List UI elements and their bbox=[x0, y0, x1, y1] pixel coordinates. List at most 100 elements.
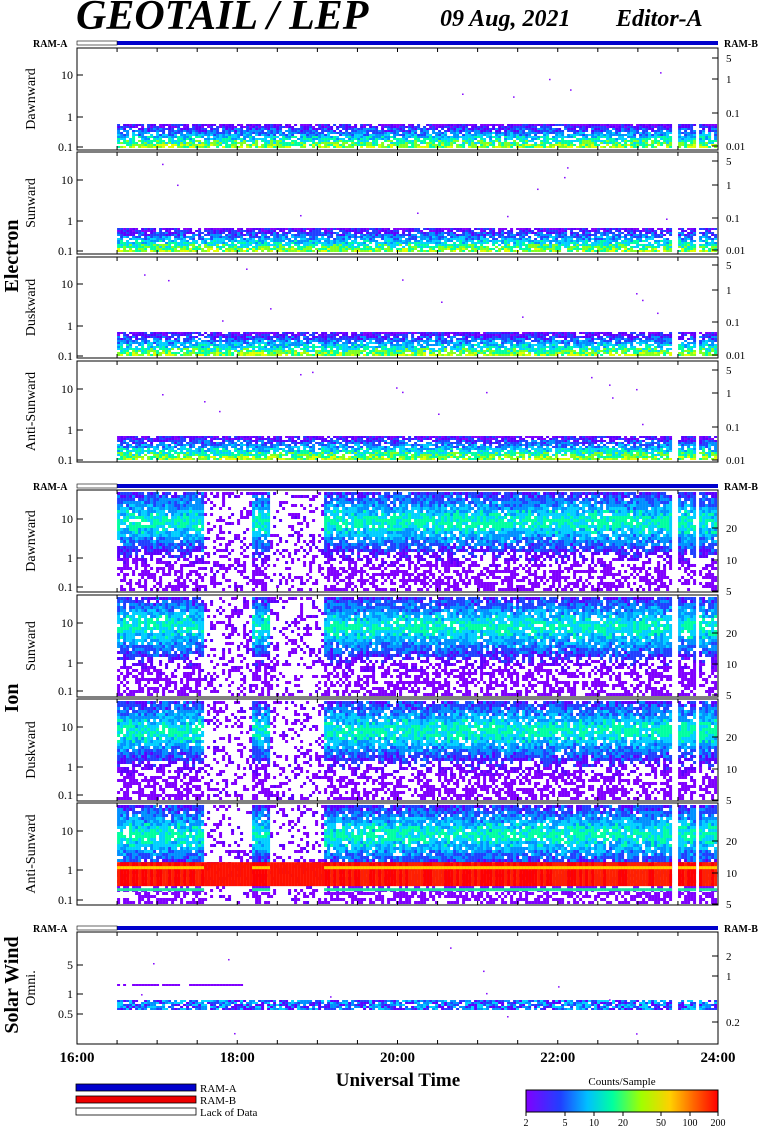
y-tick-label: 1 bbox=[67, 760, 73, 774]
y-tick-label: 0.1 bbox=[58, 140, 73, 154]
colorbar-tick-label: 20 bbox=[618, 1118, 628, 1128]
y2-tick-label: 10 bbox=[726, 659, 738, 671]
ram-a-label: RAM-A bbox=[33, 482, 68, 493]
y-tick-label: 5 bbox=[67, 958, 73, 972]
ram-b-label: RAM-B bbox=[724, 39, 758, 50]
lack-of-data-bar bbox=[77, 41, 117, 45]
y2-tick-label: 10 bbox=[726, 868, 738, 880]
y-tick-label: 0.1 bbox=[58, 349, 73, 363]
y-tick-label: 10 bbox=[61, 616, 73, 630]
group-label: Solar Wind bbox=[1, 936, 23, 1033]
panel-duskward: 10 1 0.1 5 1 0.1 0.01 Duskward bbox=[24, 257, 745, 363]
y-tick-label: 10 bbox=[61, 277, 73, 291]
y2-tick-label: 0.2 bbox=[726, 1017, 740, 1029]
y2-tick-label: 1 bbox=[726, 285, 732, 297]
legend-swatch bbox=[76, 1108, 196, 1115]
panel-dawnward: 10 1 0.1 20 10 5 Dawnward bbox=[24, 490, 738, 598]
y2-tick-label: 2 bbox=[726, 951, 732, 963]
y2-tick-label: 0.01 bbox=[726, 141, 745, 153]
y-tick-label: 10 bbox=[61, 824, 73, 838]
legend-swatch bbox=[76, 1084, 196, 1091]
y-tick-label: 1 bbox=[67, 863, 73, 877]
legend-label: Lack of Data bbox=[200, 1107, 258, 1119]
y2-tick-label: 20 bbox=[726, 523, 738, 535]
y2-tick-label: 20 bbox=[726, 732, 738, 744]
x-tick-label: 18:00 bbox=[220, 1050, 255, 1066]
y-tick-label: 0.5 bbox=[58, 1007, 73, 1021]
y-tick-label: 0.1 bbox=[58, 580, 73, 594]
y2-tick-label: 5 bbox=[726, 260, 732, 272]
y2-tick-label: 0.01 bbox=[726, 455, 745, 467]
y-tick-label: 0.1 bbox=[58, 893, 73, 907]
colorbar-tick-label: 5 bbox=[563, 1118, 568, 1128]
y2-tick-label: 0.1 bbox=[726, 213, 740, 225]
y2-tick-label: 0.1 bbox=[726, 108, 740, 120]
colorbar-title: Counts/Sample bbox=[588, 1076, 655, 1088]
y2-tick-label: 5 bbox=[726, 690, 732, 702]
legend-label: RAM-B bbox=[200, 1095, 236, 1107]
y2-tick-label: 0.1 bbox=[726, 422, 740, 434]
y-tick-label: 1 bbox=[67, 551, 73, 565]
lack-of-data-bar bbox=[77, 484, 117, 488]
y2-tick-label: 0.1 bbox=[726, 317, 740, 329]
x-axis-title: Universal Time bbox=[336, 1070, 460, 1091]
lack-of-data-bar bbox=[77, 926, 117, 930]
y-tick-label: 0.1 bbox=[58, 453, 73, 467]
colorbar-tick-label: 2 bbox=[524, 1118, 529, 1128]
ram-bar bbox=[77, 484, 718, 488]
y-tick-label: 1 bbox=[67, 423, 73, 437]
y-tick-label: 1 bbox=[67, 319, 73, 333]
y-tick-label: 1 bbox=[67, 214, 73, 228]
y-tick-label: 0.1 bbox=[58, 244, 73, 258]
ram-bar bbox=[77, 926, 718, 930]
x-tick-label: 20:00 bbox=[380, 1050, 415, 1066]
panel-label: Dawnward bbox=[24, 510, 39, 571]
y-tick-label: 10 bbox=[61, 68, 73, 82]
panel-label: Sunward bbox=[24, 621, 39, 671]
panel-label: Anti-Sunward bbox=[24, 814, 39, 893]
panel-label: Sunward bbox=[24, 178, 39, 228]
group-label: Electron bbox=[1, 220, 23, 293]
y-tick-label: 1 bbox=[67, 656, 73, 670]
y2-tick-label: 5 bbox=[726, 365, 732, 377]
panel-label: Anti-Sunward bbox=[24, 372, 39, 451]
group-ion: RAM-A RAM-BIon1010.120105Dawnward1010.120… bbox=[1, 482, 758, 911]
y2-tick-label: 0.01 bbox=[726, 350, 745, 362]
y2-tick-label: 20 bbox=[726, 628, 738, 640]
y2-tick-label: 5 bbox=[726, 899, 732, 911]
ram-b-label: RAM-B bbox=[724, 924, 758, 935]
colorbar-tick-label: 10 bbox=[589, 1118, 599, 1128]
colorbar bbox=[526, 1090, 718, 1112]
y2-tick-label: 5 bbox=[726, 53, 732, 65]
y2-tick-label: 1 bbox=[726, 971, 732, 983]
legend-label: RAM-A bbox=[200, 1083, 237, 1095]
y-tick-label: 10 bbox=[61, 512, 73, 526]
colorbar-tick-label: 100 bbox=[683, 1118, 698, 1128]
colorbar-tick-label: 200 bbox=[711, 1118, 726, 1128]
y2-tick-label: 20 bbox=[726, 836, 738, 848]
y-tick-label: 10 bbox=[61, 720, 73, 734]
y2-tick-label: 10 bbox=[726, 764, 738, 776]
ram-a-label: RAM-A bbox=[33, 39, 68, 50]
group-electron: RAM-A RAM-B Electron 10 1 0.1 5 1 0.1 0.01 Dawnwar… bbox=[1, 39, 758, 467]
group-label: Ion bbox=[1, 684, 23, 713]
panel-label: Dawnward bbox=[24, 68, 39, 129]
y-tick-label: 0.1 bbox=[58, 788, 73, 802]
y-tick-label: 10 bbox=[61, 382, 73, 396]
y2-tick-label: 10 bbox=[726, 555, 738, 567]
y2-tick-label: 1 bbox=[726, 180, 732, 192]
x-tick-label: 16:00 bbox=[60, 1050, 95, 1066]
y-tick-label: 10 bbox=[61, 173, 73, 187]
y-tick-label: 1 bbox=[67, 110, 73, 124]
y2-tick-label: 5 bbox=[726, 586, 732, 598]
panel-label: Duskward bbox=[24, 721, 39, 779]
panel-label: Duskward bbox=[24, 279, 39, 337]
x-tick-label: 24:00 bbox=[701, 1050, 736, 1066]
